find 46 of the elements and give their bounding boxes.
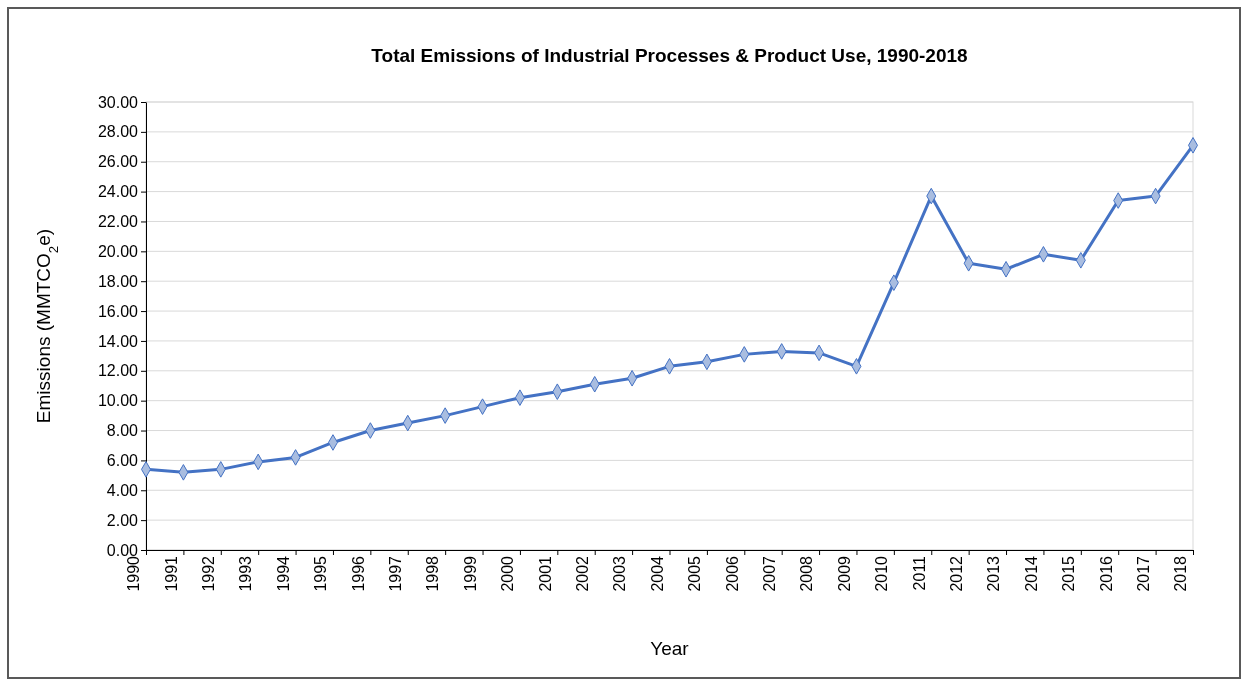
y-tick-label: 12.00 [97, 362, 139, 380]
x-tick-label: 2018 [1172, 555, 1190, 592]
y-tick-label: 26.00 [97, 153, 139, 171]
x-tick-label: 2007 [760, 555, 778, 592]
x-tick-label: 1992 [200, 555, 218, 592]
y-tick-label: 14.00 [97, 332, 139, 350]
x-tick-label: 2017 [1134, 555, 1152, 592]
y-tick-label: 18.00 [97, 272, 139, 290]
x-tick-label: 2006 [723, 555, 741, 592]
x-tick-label: 1995 [312, 555, 330, 592]
x-axis-title: Year [650, 638, 690, 659]
x-tick-label: 1990 [125, 555, 143, 592]
x-tick-label: 2002 [574, 555, 592, 592]
y-tick-label: 28.00 [97, 123, 139, 141]
x-tick-label: 1993 [237, 555, 255, 592]
x-tick-label: 2004 [648, 555, 666, 592]
x-tick-label: 2010 [873, 555, 891, 592]
y-tick-label: 2.00 [106, 511, 139, 529]
y-tick-label: 10.00 [97, 392, 139, 410]
x-tick-label: 1991 [162, 555, 180, 592]
y-tick-label: 8.00 [106, 422, 139, 440]
x-tick-label: 2000 [499, 555, 517, 592]
x-tick-label: 1994 [274, 555, 292, 592]
y-tick-label: 6.00 [106, 452, 139, 470]
x-tick-label: 2014 [1022, 555, 1040, 592]
y-tick-label: 16.00 [97, 302, 139, 320]
x-tick-label: 2001 [536, 555, 554, 592]
chart-title: Total Emissions of Industrial Processes & Product Use, 1990-2018 [371, 45, 968, 66]
x-tick-label: 2012 [947, 555, 965, 592]
x-tick-label: 1998 [424, 555, 442, 592]
x-tick-label: 2009 [835, 555, 853, 592]
x-tick-label: 2011 [910, 555, 928, 591]
y-tick-label: 24.00 [97, 183, 139, 201]
x-tick-label: 1997 [387, 555, 405, 592]
x-tick-label: 2005 [686, 555, 704, 592]
x-tick-label: 2015 [1060, 555, 1078, 592]
x-tick-label: 1996 [349, 555, 367, 592]
x-tick-label: 2013 [985, 555, 1003, 592]
x-tick-label: 2016 [1097, 555, 1115, 592]
y-tick-label: 20.00 [97, 242, 139, 260]
x-tick-label: 1999 [461, 555, 479, 592]
y-tick-label: 22.00 [97, 213, 139, 231]
x-tick-label: 2008 [798, 555, 816, 592]
y-tick-label: 30.00 [97, 93, 139, 111]
y-tick-label: 4.00 [106, 481, 139, 499]
x-tick-label: 2003 [611, 555, 629, 592]
